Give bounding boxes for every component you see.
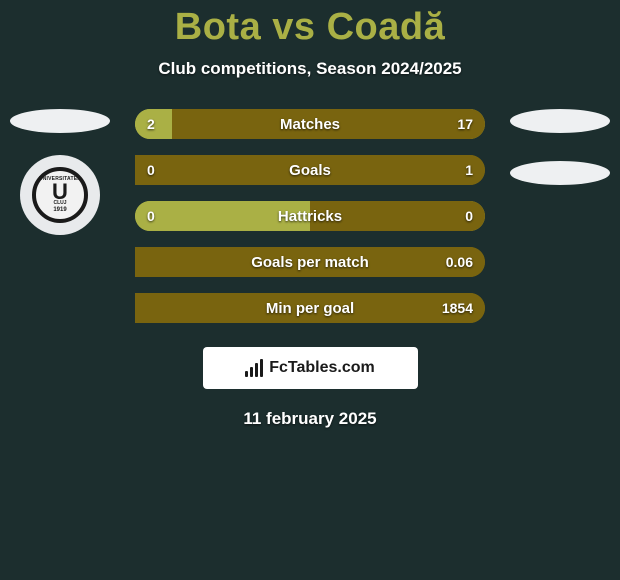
club-badge-year: 1919	[53, 207, 66, 213]
club-badge-letter: U	[52, 182, 68, 202]
stat-left-value: 0	[147, 208, 155, 224]
right-placeholder-ellipse-1	[510, 109, 610, 133]
comparison-section: UNIVERSITATEA U CLUJ 1919 2 17 Matches 0 1 Go…	[0, 109, 620, 323]
stat-right-value: 1854	[442, 300, 473, 316]
stat-row: 0.06 Goals per match	[135, 247, 485, 277]
stat-right-value: 17	[457, 116, 473, 132]
comparison-bars: 2 17 Matches 0 1 Goals 0 0 Hattricks 0.06 Goals pe…	[135, 109, 485, 323]
stat-label: Matches	[280, 116, 340, 133]
stat-right-value: 0.06	[446, 254, 473, 270]
stat-row: 0 0 Hattricks	[135, 201, 485, 231]
stat-label: Hattricks	[278, 208, 342, 225]
stat-row: 1854 Min per goal	[135, 293, 485, 323]
left-club-badge: UNIVERSITATEA U CLUJ 1919	[20, 155, 100, 235]
date-text: 11 february 2025	[0, 409, 620, 429]
footer-brand-text: FcTables.com	[269, 359, 375, 377]
stat-left-value: 2	[147, 116, 155, 132]
stat-right-value: 0	[465, 208, 473, 224]
club-badge-bottom-text: CLUJ	[53, 201, 66, 206]
right-placeholder-ellipse-2	[510, 161, 610, 185]
stat-label: Goals per match	[251, 254, 369, 271]
stat-label: Min per goal	[266, 300, 354, 317]
club-badge-inner: UNIVERSITATEA U CLUJ 1919	[32, 167, 88, 223]
subtitle: Club competitions, Season 2024/2025	[0, 59, 620, 79]
left-placeholder-ellipse	[10, 109, 110, 133]
footer-brand-badge: FcTables.com	[203, 347, 418, 389]
stat-left-value: 0	[147, 162, 155, 178]
stat-right-value: 1	[465, 162, 473, 178]
stat-row: 2 17 Matches	[135, 109, 485, 139]
bar-chart-icon	[245, 359, 263, 377]
page-title: Bota vs Coadă	[0, 0, 620, 49]
stat-row: 0 1 Goals	[135, 155, 485, 185]
stat-label: Goals	[289, 162, 331, 179]
